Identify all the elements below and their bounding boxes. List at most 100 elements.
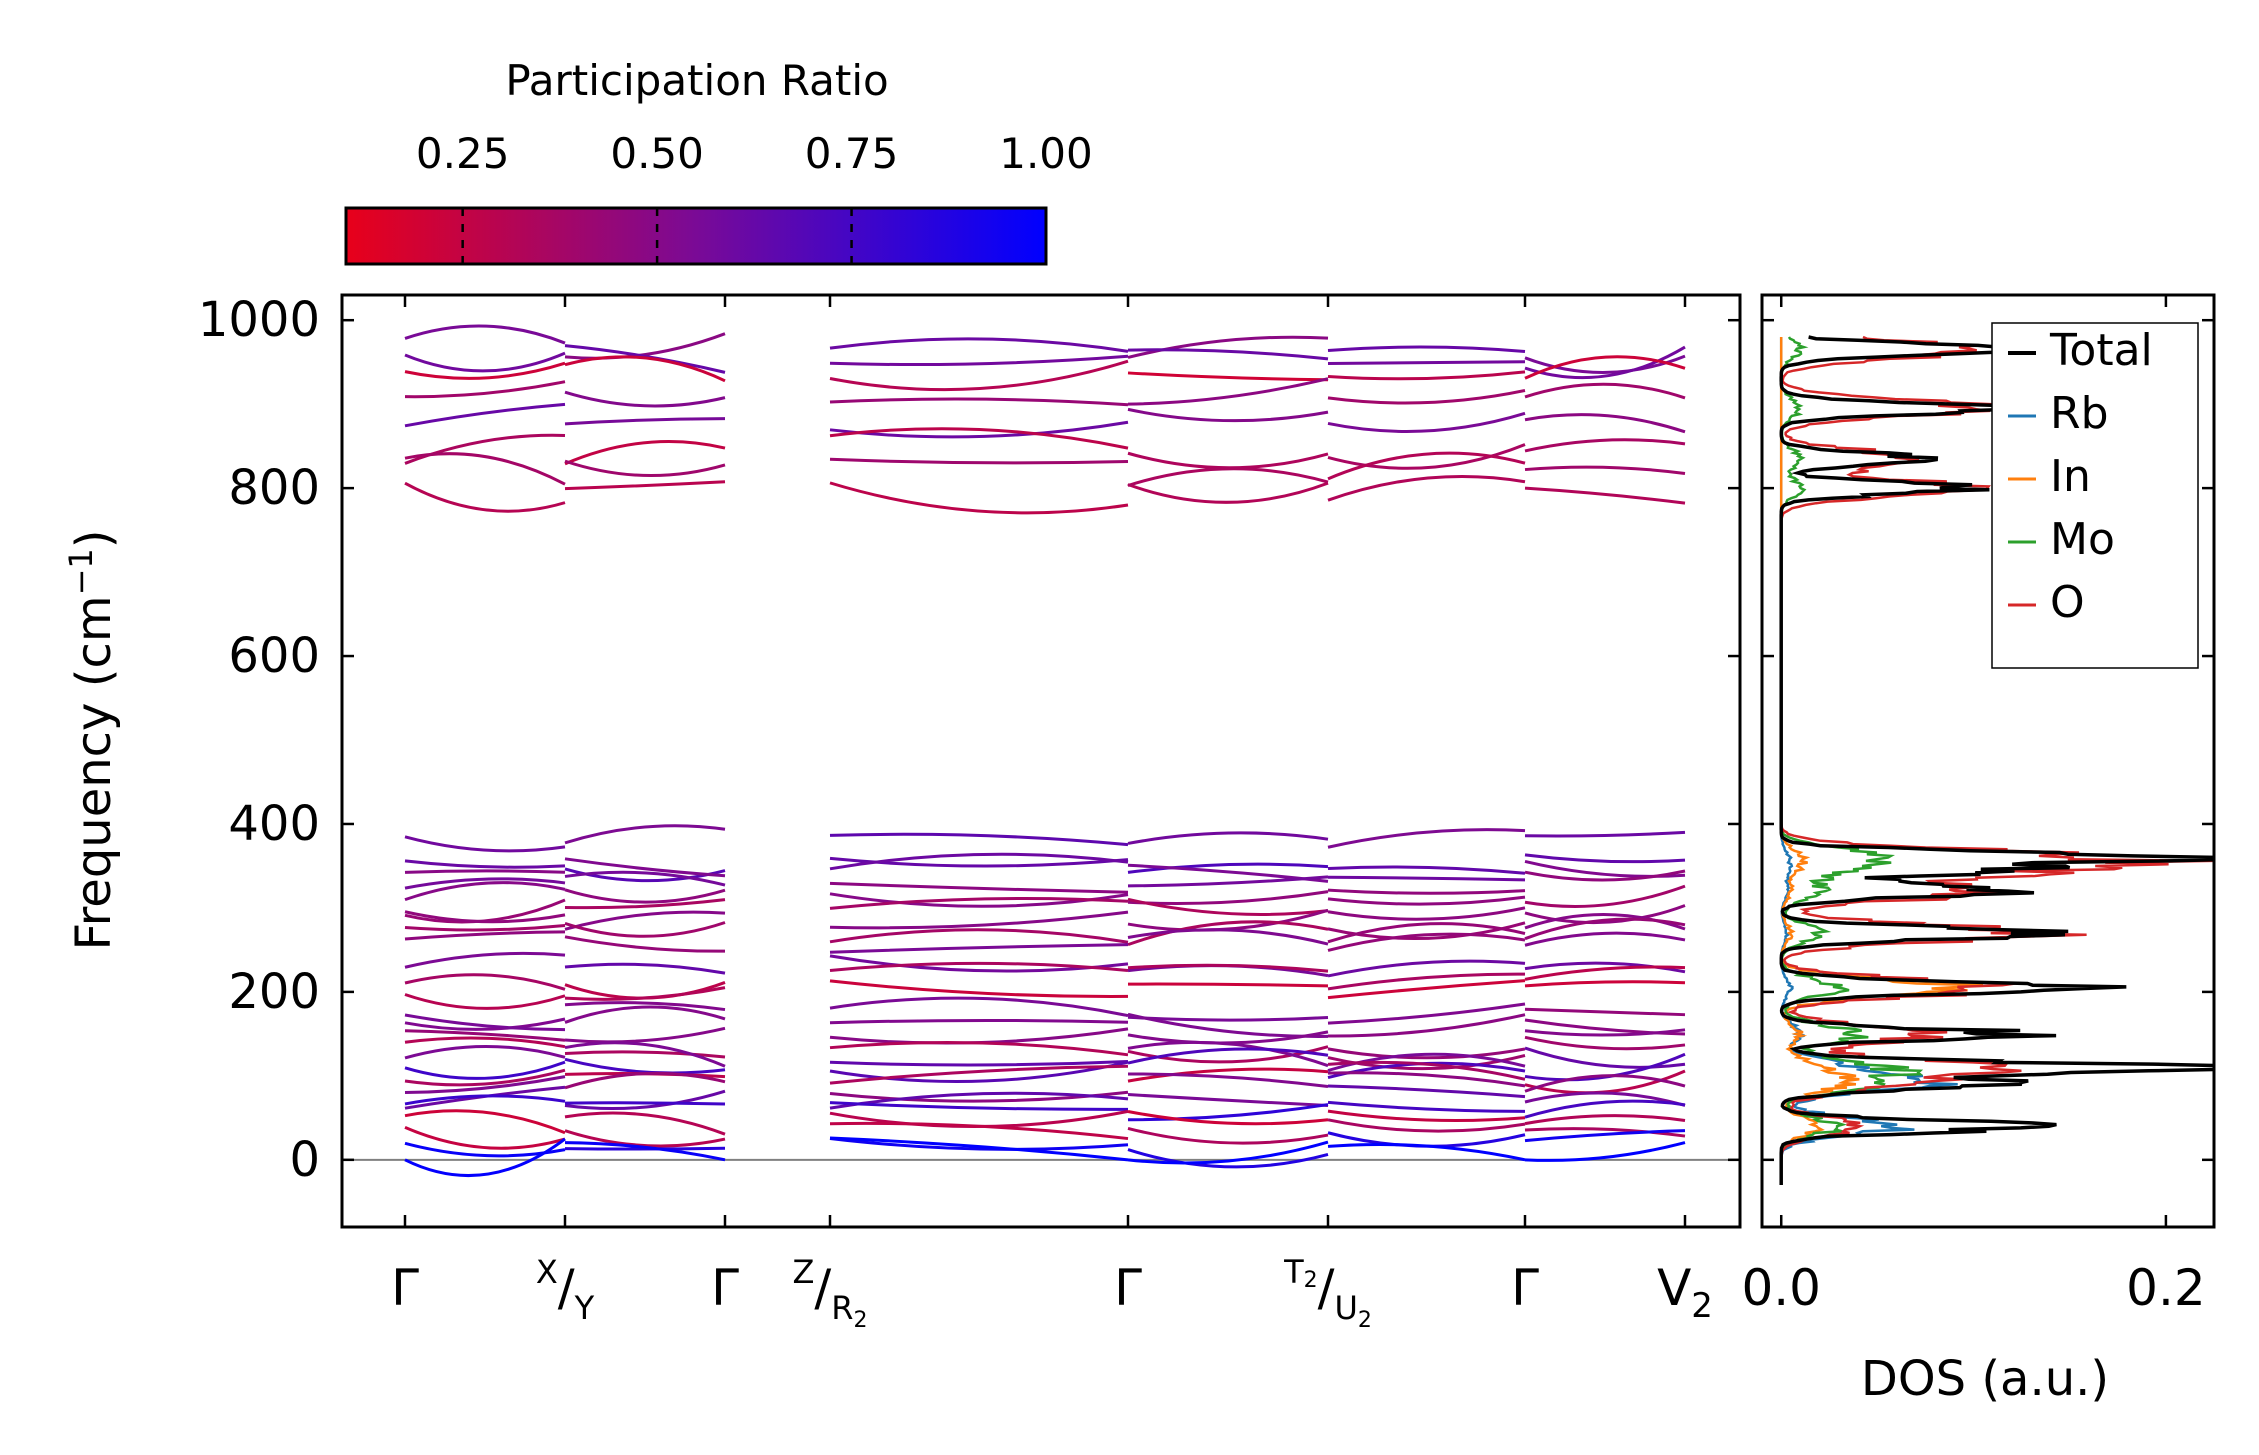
phonon-bands <box>404 324 1686 1177</box>
phonon-band <box>1524 1074 1686 1093</box>
colorbar-title: Participation Ratio <box>505 56 888 105</box>
phonon-band <box>404 835 566 853</box>
phonon-band <box>829 481 1129 515</box>
dos-axis: 0.0 0.2 <box>1741 295 2214 1317</box>
phonon-band <box>1524 1007 1686 1017</box>
phonon-band <box>1127 1067 1329 1083</box>
phonon-band <box>564 480 726 491</box>
phonon-band <box>404 1045 566 1060</box>
phonon-band <box>829 943 1129 954</box>
phonon-band <box>829 1101 1129 1111</box>
kpoint-label: T2/U2 <box>1283 1253 1372 1333</box>
phonon-band <box>1127 481 1329 504</box>
phonon-band <box>404 951 566 969</box>
phonon-band <box>829 457 1129 465</box>
phonon-band <box>564 1111 726 1136</box>
phonon-band <box>564 1005 726 1024</box>
phonon-band <box>404 973 566 991</box>
phonon-band <box>1327 451 1526 481</box>
phonon-band <box>1524 980 1686 988</box>
phonon-band <box>829 1060 1129 1083</box>
phonon-band <box>1127 335 1329 359</box>
phonon-band <box>404 1036 566 1049</box>
phonon-band <box>1327 959 1526 978</box>
phonon-band <box>829 337 1129 353</box>
phonon-band <box>1524 1127 1686 1138</box>
phonon-band <box>1524 1099 1686 1119</box>
phonon-band <box>1127 875 1329 888</box>
phonon-band <box>404 1137 566 1177</box>
phonon-band <box>564 1026 726 1044</box>
legend-label-o: O <box>2050 577 2085 628</box>
phonon-band <box>829 996 1129 1018</box>
phonon-band <box>404 1013 566 1032</box>
phonon-band <box>1524 931 1686 947</box>
colorbar-tick-label: 1.00 <box>999 129 1093 178</box>
phonon-band <box>564 332 726 360</box>
phonon-band <box>404 930 566 941</box>
dos-curve-total <box>1779 335 2214 1185</box>
kpoint-label: Γ <box>1114 1259 1142 1317</box>
phonon-band <box>1327 895 1526 906</box>
kpoint-label: V2 <box>1657 1259 1713 1326</box>
colorbar-tick-label: 0.75 <box>805 129 899 178</box>
legend-label-rb: Rb <box>2050 388 2109 439</box>
phonon-band <box>1327 474 1526 502</box>
phonon-band <box>1127 407 1329 423</box>
kpoint-label: Γ <box>1511 1259 1539 1317</box>
frequency-tick-label: 0 <box>289 1132 320 1188</box>
dos-curves <box>1779 335 2214 1185</box>
frequency-axis-label-main: Frequency (cm <box>66 595 122 950</box>
phonon-band <box>1127 1140 1329 1165</box>
phonon-band <box>1127 831 1329 845</box>
phonon-band <box>829 1018 1129 1025</box>
phonon-band <box>404 1068 566 1087</box>
phonon-band <box>564 857 726 878</box>
phonon-band <box>1127 928 1329 946</box>
phonon-band <box>1524 913 1686 931</box>
legend-label-mo: Mo <box>2050 514 2115 565</box>
phonon-band <box>1327 1084 1526 1099</box>
frequency-axis-label-exp: −1 <box>62 548 100 595</box>
phonon-band <box>1327 888 1526 895</box>
phonon-band <box>1327 1002 1526 1025</box>
phonon-band <box>1327 1047 1526 1060</box>
phonon-band <box>404 361 566 380</box>
phonon-band <box>1327 979 1526 1000</box>
phonon-band <box>564 888 726 904</box>
phonon-band <box>404 1094 566 1106</box>
phonon-band <box>1327 865 1526 875</box>
frequency-axis-label: Frequency (cm−1) <box>62 529 122 950</box>
phonon-band <box>1524 884 1686 908</box>
phonon-band <box>829 1064 1129 1085</box>
phonon-band <box>564 1089 726 1111</box>
phonon-band <box>564 390 726 408</box>
phonon-band <box>564 1001 726 1012</box>
phonon-band <box>1327 389 1526 405</box>
phonon-band <box>404 881 566 902</box>
frequency-tick-label: 1000 <box>198 292 320 348</box>
phonon-band <box>1327 1071 1526 1088</box>
phonon-band <box>564 981 726 1000</box>
phonon-band <box>1127 897 1329 916</box>
phonon-band <box>1127 963 1329 973</box>
phonon-band <box>1327 345 1526 354</box>
phonon-band <box>1127 467 1329 487</box>
phonon-band <box>564 440 726 466</box>
dos-tick-label: 0.0 <box>1741 1259 1821 1317</box>
phonon-band <box>1127 377 1329 406</box>
phonon-band <box>404 433 566 465</box>
phonon-band <box>829 1059 1129 1067</box>
colorbar-ticks: 0.25 0.50 0.75 1.00 <box>416 129 1093 264</box>
phonon-band <box>564 824 726 845</box>
phonon-band <box>1327 1109 1526 1122</box>
phonon-band <box>1127 890 1329 905</box>
colorbar-tick-label: 0.25 <box>416 129 510 178</box>
band-structure-frame <box>340 293 1742 1229</box>
phonon-band <box>1127 1030 1329 1045</box>
phonon-band <box>829 852 1129 871</box>
phonon-band <box>829 359 1129 392</box>
phonon-band <box>1327 1100 1526 1113</box>
kpoint-label: Γ <box>711 1259 739 1317</box>
phonon-band <box>564 1057 726 1075</box>
